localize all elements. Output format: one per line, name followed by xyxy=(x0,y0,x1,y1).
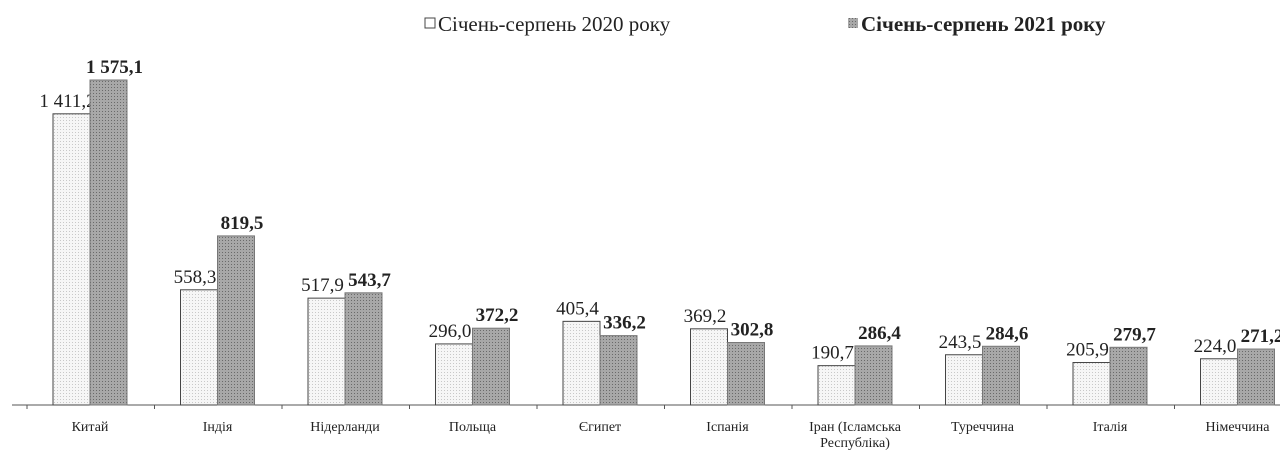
x-tick-label: Єгипет xyxy=(578,420,622,435)
data-label: 284,6 xyxy=(986,323,1029,344)
bar xyxy=(817,365,856,406)
bar xyxy=(1200,358,1238,406)
bar xyxy=(562,320,601,406)
data-label: 302,8 xyxy=(731,320,774,341)
bar xyxy=(472,327,510,406)
x-tick-label: Туреччина xyxy=(951,420,1014,435)
data-label: 336,2 xyxy=(603,313,646,334)
x-tick-label: Нідерланди xyxy=(310,420,380,435)
data-label: 558,3 xyxy=(174,267,217,288)
bar xyxy=(180,289,218,406)
legend-swatch xyxy=(424,17,436,29)
bar xyxy=(1237,348,1275,406)
bar xyxy=(217,235,255,406)
bar xyxy=(52,113,91,406)
bar xyxy=(435,343,473,406)
x-tick-label: Польща xyxy=(448,420,497,435)
data-label: 517,9 xyxy=(301,275,344,296)
x-tick-label: Китай xyxy=(71,420,109,435)
data-label: 243,5 xyxy=(939,332,982,353)
data-label: 286,4 xyxy=(858,323,901,344)
data-label: 372,2 xyxy=(476,305,519,326)
data-label: 543,7 xyxy=(348,270,391,291)
data-label: 819,5 xyxy=(221,213,264,234)
data-label: 190,7 xyxy=(811,343,854,364)
bar xyxy=(307,297,346,406)
bar xyxy=(982,345,1020,406)
legend-label: Січень-серпень 2021 року xyxy=(861,12,1106,36)
data-label: 405,4 xyxy=(556,298,599,319)
x-tick-label: Індія xyxy=(202,420,233,435)
data-label: 224,0 xyxy=(1194,336,1237,357)
x-tick-label: Іран (Ісламська Республіка) xyxy=(809,420,901,451)
x-tick-label: Італія xyxy=(1092,420,1128,435)
bar xyxy=(599,335,638,406)
data-label: 296,0 xyxy=(429,321,472,342)
x-tick-label: Іспанія xyxy=(706,420,749,435)
bar xyxy=(344,292,383,406)
bar xyxy=(854,345,893,406)
bar xyxy=(690,328,728,406)
bar xyxy=(1109,346,1148,406)
x-tick-label: Німеччина xyxy=(1205,420,1270,435)
bar xyxy=(945,354,983,406)
bar xyxy=(89,79,128,406)
data-label: 1 411,2 xyxy=(39,91,95,112)
legend-swatch xyxy=(848,18,858,28)
data-label: 279,7 xyxy=(1113,324,1156,345)
bar xyxy=(1072,362,1111,406)
data-label: 271,2 xyxy=(1241,326,1280,347)
data-label: 1 575,1 xyxy=(86,57,143,78)
bar xyxy=(727,342,765,406)
data-label: 205,9 xyxy=(1066,340,1109,361)
legend-label: Січень-серпень 2020 року xyxy=(438,12,671,36)
data-label: 369,2 xyxy=(684,306,727,327)
